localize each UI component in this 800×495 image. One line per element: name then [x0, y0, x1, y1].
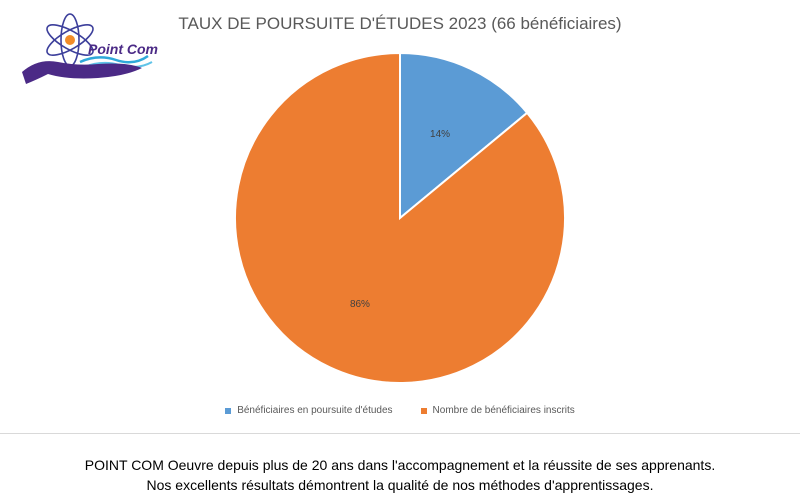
pie-slice-1	[234, 51, 566, 384]
footer-line-2: Nos excellents résultats démontrent la q…	[146, 477, 654, 493]
pie-data-label-0: 14%	[430, 129, 450, 140]
legend-swatch-orange	[420, 407, 427, 414]
chart-legend: Bénéficiaires en poursuite d'études Nomb…	[0, 405, 800, 416]
point-com-logo: Point Com	[22, 13, 158, 84]
legend-swatch-blue	[225, 407, 232, 414]
logo-text: Point Com	[88, 41, 158, 57]
legend-label: Nombre de bénéficiaires inscrits	[432, 405, 575, 416]
pie-slice-0	[399, 51, 529, 221]
legend-label: Bénéficiaires en poursuite d'études	[237, 405, 393, 416]
footer-text: POINT COM Oeuvre depuis plus de 20 ans d…	[0, 455, 800, 495]
footer-line-1: POINT COM Oeuvre depuis plus de 20 ans d…	[84, 457, 716, 473]
legend-item-poursuite: Bénéficiaires en poursuite d'études	[225, 405, 393, 416]
divider	[0, 433, 800, 434]
legend-item-inscrits: Nombre de bénéficiaires inscrits	[420, 405, 575, 416]
pie-data-label-1: 86%	[350, 299, 370, 310]
chart-title: TAUX DE POURSUITE D'ÉTUDES 2023 (66 béné…	[178, 14, 622, 33]
